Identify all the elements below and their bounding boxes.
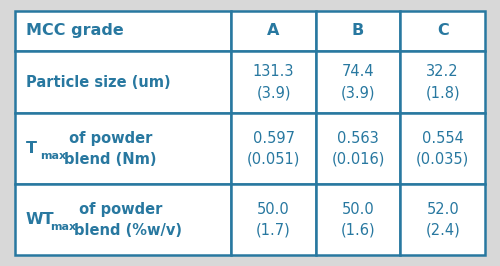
Bar [316,11,400,51]
Bar [15,113,231,184]
Text: 50.0
(1.7): 50.0 (1.7) [256,202,291,238]
Text: T: T [26,142,37,156]
Bar [316,51,400,113]
Text: WT: WT [26,212,54,227]
Text: 0.554
(0.035): 0.554 (0.035) [416,131,470,167]
Text: B: B [352,23,364,38]
Text: MCC grade: MCC grade [26,23,124,38]
Text: 0.597
(0.051): 0.597 (0.051) [247,131,300,167]
Bar [400,51,485,113]
Text: of powder
blend (%w/v): of powder blend (%w/v) [74,202,182,238]
Bar [400,184,485,255]
Bar [15,184,231,255]
Text: 0.563
(0.016): 0.563 (0.016) [332,131,385,167]
Text: 52.0
(2.4): 52.0 (2.4) [426,202,460,238]
Bar [231,184,316,255]
Text: max: max [50,222,76,231]
Bar [316,113,400,184]
Bar [400,11,485,51]
Text: 74.4
(3.9): 74.4 (3.9) [341,64,376,100]
Bar [400,113,485,184]
Text: A: A [268,23,280,38]
Text: 131.3
(3.9): 131.3 (3.9) [253,64,294,100]
Bar [231,51,316,113]
Bar [15,11,231,51]
Text: C: C [437,23,448,38]
Text: max: max [40,151,66,161]
Bar [231,113,316,184]
Bar [231,11,316,51]
Text: of powder
blend (Nm): of powder blend (Nm) [64,131,156,167]
Text: 32.2
(1.8): 32.2 (1.8) [426,64,460,100]
Bar [316,184,400,255]
Bar [15,51,231,113]
Text: 50.0
(1.6): 50.0 (1.6) [341,202,376,238]
Text: Particle size (um): Particle size (um) [26,75,171,90]
